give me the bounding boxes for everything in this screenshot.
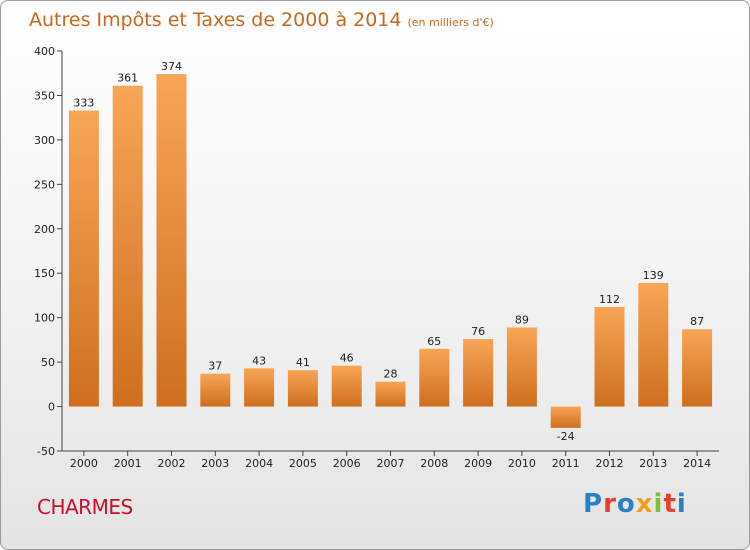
logo-letter: o bbox=[616, 489, 636, 519]
data-label-2013: 139 bbox=[643, 269, 664, 282]
bar-2005 bbox=[287, 370, 318, 407]
chart-title-text: Autres Impôts et Taxes de 2000 à 2014 bbox=[29, 9, 402, 31]
data-label-2012: 112 bbox=[599, 293, 620, 306]
x-tick-label-2006: 2006 bbox=[333, 457, 361, 470]
bar-2013 bbox=[638, 283, 669, 407]
bars bbox=[68, 74, 713, 428]
data-label-2009: 76 bbox=[471, 325, 485, 338]
bar-2009 bbox=[463, 339, 494, 407]
y-tick-label: 200 bbox=[34, 223, 55, 236]
x-tick-label-2000: 2000 bbox=[70, 457, 98, 470]
y-tick-label: 0 bbox=[48, 401, 55, 414]
data-labels: 333 361 374 37 43 41 46 28 65 76 89 -24 112 139 87 bbox=[73, 60, 704, 443]
data-label-2003: 37 bbox=[208, 360, 222, 373]
logo-letter: r bbox=[603, 489, 617, 519]
bar-2012 bbox=[594, 307, 625, 407]
bar-2010 bbox=[506, 327, 537, 407]
data-label-2014: 87 bbox=[690, 315, 704, 328]
y-tick-label: 300 bbox=[34, 134, 55, 147]
y-tick-label: 50 bbox=[41, 356, 55, 369]
data-label-2002: 374 bbox=[161, 60, 182, 73]
x-tick-label-2008: 2008 bbox=[420, 457, 448, 470]
y-tick-label: 350 bbox=[34, 89, 55, 102]
data-label-2006: 46 bbox=[340, 352, 354, 365]
bar-2004 bbox=[244, 368, 275, 407]
x-tick-label-2007: 2007 bbox=[377, 457, 405, 470]
data-label-2005: 41 bbox=[296, 356, 310, 369]
place-name: CHARMES bbox=[37, 495, 133, 519]
bar-2000 bbox=[68, 110, 99, 407]
x-tick-label-2013: 2013 bbox=[639, 457, 667, 470]
bar-2006 bbox=[331, 365, 362, 407]
bar-2001 bbox=[112, 85, 143, 407]
logo-letter: i bbox=[653, 489, 664, 519]
x-tick-label-2003: 2003 bbox=[201, 457, 229, 470]
x-tick-label-2009: 2009 bbox=[464, 457, 492, 470]
x-tick-label-2014: 2014 bbox=[683, 457, 711, 470]
logo-letter: i bbox=[676, 489, 687, 519]
y-tick-label: 100 bbox=[34, 312, 55, 325]
y-tick-label: 400 bbox=[34, 45, 55, 58]
data-label-2001: 361 bbox=[117, 72, 138, 85]
y-tick-label: -50 bbox=[37, 445, 55, 458]
logo-letter: t bbox=[663, 489, 677, 519]
data-label-2011: -24 bbox=[557, 430, 575, 443]
y-tick-label: 150 bbox=[34, 267, 55, 280]
data-label-2010: 89 bbox=[515, 313, 529, 326]
data-label-2007: 28 bbox=[384, 368, 398, 381]
x-tick-label-2002: 2002 bbox=[158, 457, 186, 470]
x-tick-label-2010: 2010 bbox=[508, 457, 536, 470]
chart-unit: (en milliers d'€) bbox=[407, 16, 494, 29]
x-tick-label-2012: 2012 bbox=[596, 457, 624, 470]
data-label-2004: 43 bbox=[252, 354, 266, 367]
data-label-2008: 65 bbox=[427, 335, 441, 348]
bar-2014 bbox=[682, 329, 713, 407]
axes: -50 0 50 100 150 200 250 300 350 400 2000 2001 2002 2… bbox=[34, 45, 719, 470]
x-tick-label-2005: 2005 bbox=[289, 457, 317, 470]
y-tick-label: 250 bbox=[34, 178, 55, 191]
bar-2008 bbox=[419, 348, 450, 407]
logo-letter: P bbox=[583, 489, 604, 519]
x-tick-label-2011: 2011 bbox=[552, 457, 580, 470]
proxiti-logo: Proxiti bbox=[583, 489, 687, 519]
logo-letter: x bbox=[635, 489, 654, 519]
bar-2007 bbox=[375, 381, 406, 407]
data-label-2000: 333 bbox=[73, 97, 94, 110]
bar-2011 bbox=[550, 406, 581, 428]
bar-2002 bbox=[156, 74, 187, 407]
x-tick-label-2001: 2001 bbox=[114, 457, 142, 470]
x-tick-label-2004: 2004 bbox=[245, 457, 273, 470]
chart-title: Autres Impôts et Taxes de 2000 à 2014 (en… bbox=[29, 9, 494, 31]
bar-2003 bbox=[200, 373, 231, 407]
